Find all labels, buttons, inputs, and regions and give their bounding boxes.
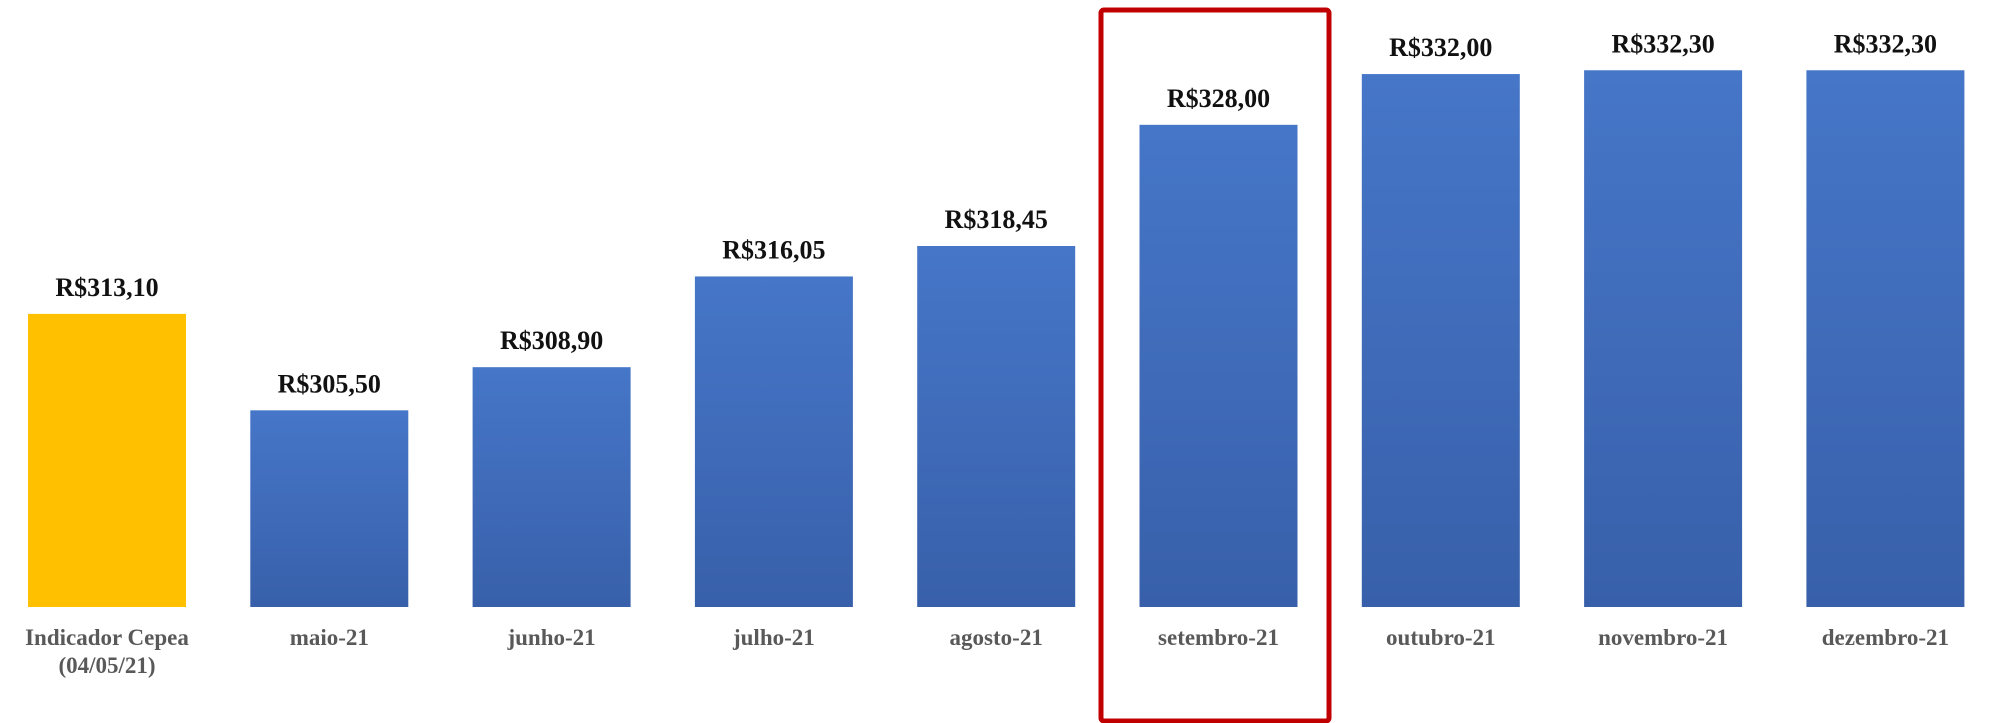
bar (1139, 124, 1298, 608)
value-label: R$332,30 (1834, 29, 1937, 58)
x-tick-label: outubro-21 (1386, 625, 1496, 650)
bar (250, 410, 409, 607)
x-tick-label: novembro-21 (1598, 625, 1729, 650)
x-tick-label: agosto-21 (949, 625, 1043, 650)
bar (472, 367, 631, 607)
bar (1584, 70, 1743, 607)
value-label: R$313,10 (55, 273, 158, 302)
x-tick-label: julho-21 (732, 625, 815, 650)
value-label: R$308,90 (500, 326, 603, 355)
bar (28, 313, 186, 607)
x-tick-label: maio-21 (289, 625, 369, 650)
bar (694, 276, 853, 607)
value-label: R$328,00 (1167, 84, 1270, 113)
value-label: R$305,50 (278, 369, 381, 398)
value-label: R$332,30 (1611, 29, 1714, 58)
value-label: R$332,00 (1389, 33, 1492, 62)
bar (917, 246, 1076, 608)
highlight-box (1098, 7, 1332, 723)
value-label: R$316,05 (722, 235, 825, 264)
x-tick-label: dezembro-21 (1821, 625, 1950, 650)
bar (1361, 74, 1520, 608)
bar (1806, 70, 1965, 607)
x-tick-label: setembro-21 (1158, 625, 1279, 650)
x-tick-label: junho-21 (507, 625, 596, 650)
value-label: R$318,45 (945, 205, 1048, 234)
x-tick-label: Indicador Cepea (04/05/21) (25, 625, 189, 678)
